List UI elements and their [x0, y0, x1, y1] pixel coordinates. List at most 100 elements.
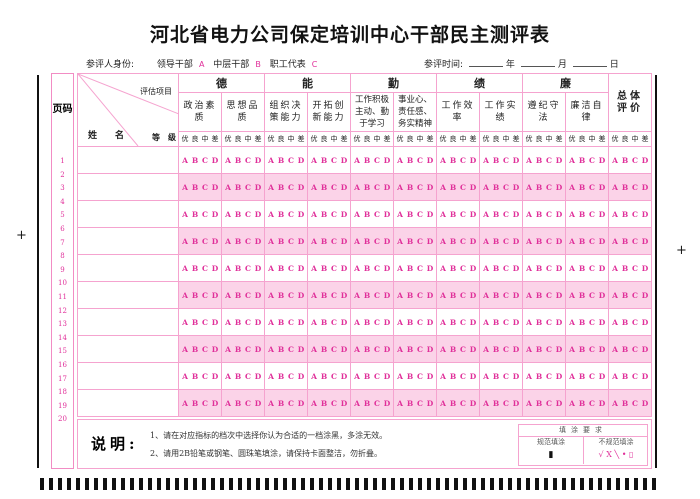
- option-bubble[interactable]: A: [397, 263, 403, 273]
- option-bubble[interactable]: C: [374, 290, 380, 300]
- option-bubble[interactable]: A: [354, 344, 360, 354]
- page-number-bubble[interactable]: 16: [58, 360, 67, 369]
- option-bubble[interactable]: B: [320, 263, 328, 273]
- option-bubble[interactable]: A: [526, 371, 532, 381]
- option-bubble[interactable]: B: [363, 209, 371, 219]
- option-bubble[interactable]: B: [234, 344, 242, 354]
- option-bubble[interactable]: A: [440, 371, 446, 381]
- option-bubble[interactable]: B: [449, 317, 457, 327]
- option-bubble[interactable]: A: [483, 398, 489, 408]
- option-bubble[interactable]: A: [311, 317, 317, 327]
- name-cell[interactable]: [77, 389, 179, 417]
- option-bubble[interactable]: D: [469, 155, 477, 165]
- option-bubble[interactable]: D: [211, 371, 219, 381]
- option-bubble[interactable]: B: [578, 182, 586, 192]
- page-number-bubble[interactable]: 9: [60, 265, 65, 274]
- option-bubble[interactable]: D: [598, 317, 606, 327]
- option-bubble[interactable]: B: [578, 398, 586, 408]
- option-bubble[interactable]: A: [526, 344, 532, 354]
- option-bubble[interactable]: D: [641, 182, 649, 192]
- option-bubble[interactable]: B: [191, 182, 199, 192]
- option-bubble[interactable]: C: [503, 263, 509, 273]
- option-bubble[interactable]: C: [503, 317, 509, 327]
- option-bubble[interactable]: B: [621, 236, 629, 246]
- option-bubble[interactable]: C: [460, 371, 466, 381]
- option-bubble[interactable]: A: [182, 236, 188, 246]
- option-bubble[interactable]: C: [460, 236, 466, 246]
- option-bubble[interactable]: C: [417, 344, 423, 354]
- option-bubble[interactable]: C: [632, 398, 638, 408]
- option-bubble[interactable]: C: [245, 236, 251, 246]
- option-bubble[interactable]: A: [225, 155, 231, 165]
- name-cell[interactable]: [77, 308, 179, 336]
- option-bubble[interactable]: B: [277, 398, 285, 408]
- option-bubble[interactable]: B: [621, 371, 629, 381]
- option-bubble[interactable]: A: [311, 209, 317, 219]
- option-bubble[interactable]: D: [469, 263, 477, 273]
- option-bubble[interactable]: D: [469, 209, 477, 219]
- option-bubble[interactable]: D: [641, 317, 649, 327]
- option-bubble[interactable]: D: [254, 317, 262, 327]
- option-bubble[interactable]: B: [621, 263, 629, 273]
- option-bubble[interactable]: C: [245, 344, 251, 354]
- option-bubble[interactable]: B: [363, 263, 371, 273]
- option-bubble[interactable]: D: [297, 344, 305, 354]
- option-bubble[interactable]: A: [182, 398, 188, 408]
- option-bubble[interactable]: D: [340, 290, 348, 300]
- option-bubble[interactable]: A: [569, 371, 575, 381]
- page-number-bubble[interactable]: 7: [60, 238, 65, 247]
- option-bubble[interactable]: A: [440, 182, 446, 192]
- option-bubble[interactable]: A: [483, 155, 489, 165]
- option-bubble[interactable]: B: [492, 317, 500, 327]
- option-bubble[interactable]: D: [254, 155, 262, 165]
- option-bubble[interactable]: B: [406, 344, 414, 354]
- option-bubble[interactable]: D: [340, 236, 348, 246]
- option-bubble[interactable]: B: [363, 344, 371, 354]
- option-bubble[interactable]: A: [354, 371, 360, 381]
- option-bubble[interactable]: C: [546, 263, 552, 273]
- option-bubble[interactable]: C: [331, 182, 337, 192]
- option-bubble[interactable]: A: [311, 182, 317, 192]
- option-bubble[interactable]: D: [211, 317, 219, 327]
- option-bubble[interactable]: A: [440, 290, 446, 300]
- month-field[interactable]: [520, 57, 555, 67]
- option-bubble[interactable]: D: [426, 317, 434, 327]
- option-bubble[interactable]: C: [632, 317, 638, 327]
- option-bubble[interactable]: B: [535, 344, 543, 354]
- option-bubble[interactable]: A: [182, 209, 188, 219]
- option-bubble[interactable]: C: [632, 263, 638, 273]
- option-bubble[interactable]: D: [512, 155, 520, 165]
- option-bubble[interactable]: B: [320, 182, 328, 192]
- option-bubble[interactable]: D: [211, 182, 219, 192]
- option-bubble[interactable]: B: [535, 371, 543, 381]
- option-bubble[interactable]: D: [641, 290, 649, 300]
- option-bubble[interactable]: A: [483, 182, 489, 192]
- option-bubble[interactable]: C: [374, 236, 380, 246]
- option-bubble[interactable]: C: [374, 155, 380, 165]
- option-bubble[interactable]: A: [354, 290, 360, 300]
- option-bubble[interactable]: B: [406, 209, 414, 219]
- option-bubble[interactable]: D: [641, 155, 649, 165]
- option-bubble[interactable]: C: [589, 236, 595, 246]
- option-bubble[interactable]: D: [383, 236, 391, 246]
- option-bubble[interactable]: C: [417, 209, 423, 219]
- option-bubble[interactable]: A: [569, 263, 575, 273]
- option-bubble[interactable]: B: [578, 155, 586, 165]
- option-bubble[interactable]: A: [397, 398, 403, 408]
- option-bubble[interactable]: C: [374, 182, 380, 192]
- option-bubble[interactable]: B: [320, 236, 328, 246]
- option-bubble[interactable]: A: [311, 155, 317, 165]
- option-bubble[interactable]: C: [546, 398, 552, 408]
- option-bubble[interactable]: C: [460, 344, 466, 354]
- option-bubble[interactable]: A: [225, 317, 231, 327]
- option-bubble[interactable]: B: [449, 263, 457, 273]
- option-bubble[interactable]: C: [374, 317, 380, 327]
- page-number-bubble[interactable]: 19: [58, 401, 67, 410]
- option-bubble[interactable]: A: [311, 398, 317, 408]
- option-bubble[interactable]: D: [297, 290, 305, 300]
- option-bubble[interactable]: A: [354, 182, 360, 192]
- option-bubble[interactable]: A: [526, 236, 532, 246]
- option-bubble[interactable]: D: [297, 317, 305, 327]
- option-bubble[interactable]: D: [254, 209, 262, 219]
- option-bubble[interactable]: B: [535, 317, 543, 327]
